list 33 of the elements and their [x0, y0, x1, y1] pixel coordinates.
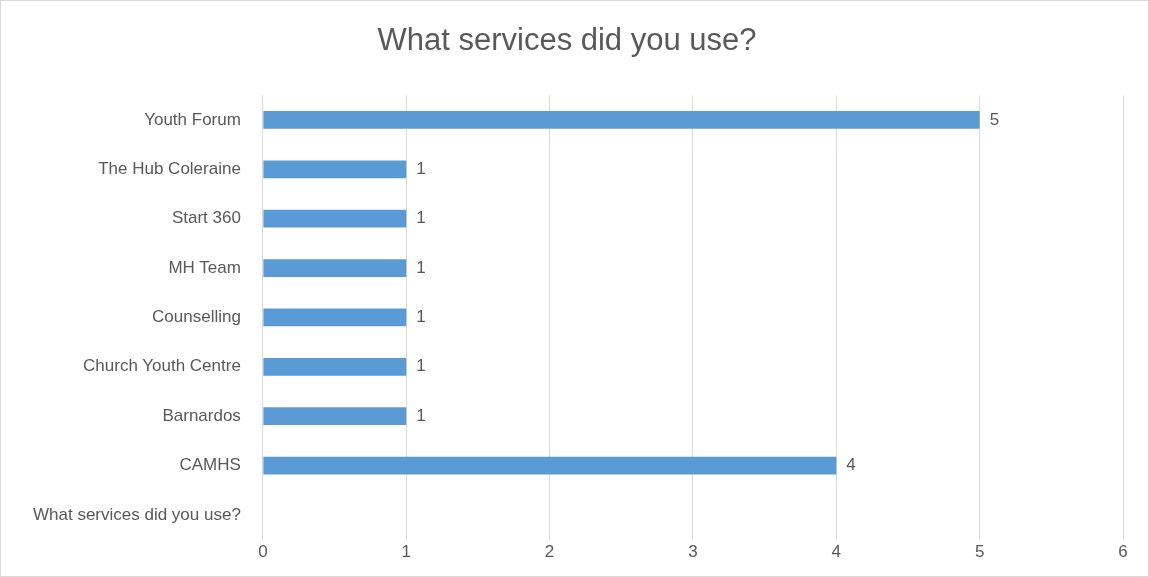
bar — [263, 357, 407, 376]
x-tick-label: 1 — [401, 542, 411, 562]
data-label: 1 — [416, 257, 426, 277]
y-tick-label: The Hub Coleraine — [98, 158, 241, 178]
y-tick-label: MH Team — [168, 257, 241, 277]
x-tick-label: 4 — [831, 542, 842, 562]
bar — [263, 407, 407, 426]
x-tick-label: 6 — [1118, 542, 1128, 562]
data-label: 1 — [416, 307, 426, 327]
data-label: 1 — [416, 405, 426, 425]
y-tick-label: Barnardos — [162, 405, 241, 425]
x-tick-label: 3 — [688, 542, 698, 562]
x-tick-label: 5 — [974, 542, 985, 562]
y-tick-label: Youth Forum — [144, 109, 241, 129]
x-tick-label: 2 — [544, 542, 555, 562]
bar — [263, 111, 980, 129]
bar — [263, 259, 407, 277]
data-label: 5 — [989, 109, 1000, 129]
chart-title: What services did you use? — [377, 22, 757, 58]
bar — [263, 209, 407, 228]
data-label: 1 — [416, 208, 426, 228]
y-tick-label: Start 360 — [171, 208, 241, 228]
y-tick-label: What services did you use? — [32, 504, 241, 524]
bar — [263, 308, 407, 327]
y-tick-label: Church Youth Centre — [83, 356, 241, 376]
data-label: 1 — [416, 158, 426, 178]
data-label: 4 — [846, 455, 856, 475]
bar — [263, 160, 407, 179]
data-label: 1 — [416, 356, 426, 376]
y-tick-label: CAMHS — [179, 455, 241, 475]
x-tick-label: 0 — [258, 542, 268, 562]
y-tick-label: Counselling — [152, 307, 241, 327]
bar — [263, 456, 837, 475]
